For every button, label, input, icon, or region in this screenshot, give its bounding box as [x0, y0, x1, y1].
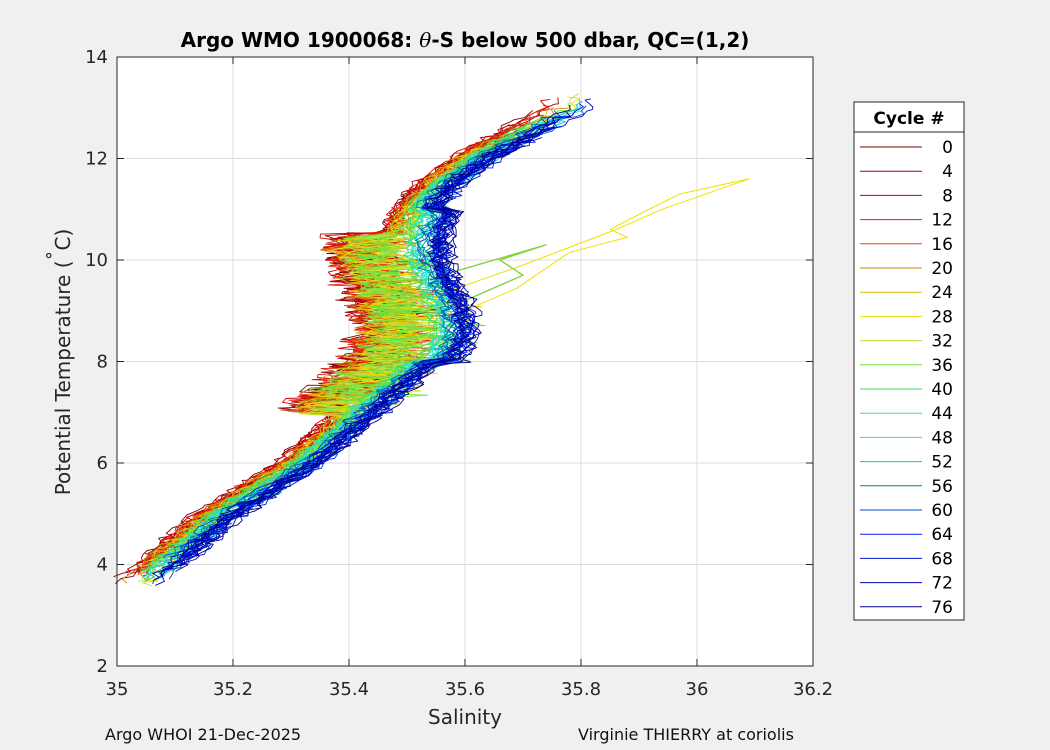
legend-entry: 60 — [860, 501, 953, 521]
legend-label: 44 — [931, 404, 953, 424]
degree-symbol: ˚ — [45, 250, 69, 260]
legend-label: 24 — [931, 283, 953, 303]
x-tick-label: 35.4 — [329, 679, 369, 700]
x-tick-label: 35 — [106, 679, 129, 700]
y-tick-label: 10 — [85, 250, 108, 271]
legend-label: 16 — [931, 235, 953, 255]
legend: Cycle # 04812162024283236404448525660646… — [853, 101, 965, 621]
legend-entry: 24 — [860, 283, 953, 303]
legend-label: 28 — [931, 307, 953, 327]
legend-label: 76 — [931, 598, 953, 618]
y-tick-label: 12 — [85, 149, 108, 170]
chart-title: Argo WMO 1900068: θ-S below 500 dbar, QC… — [181, 28, 750, 52]
profile-line — [163, 110, 562, 559]
x-tick-label: 35.2 — [213, 679, 253, 700]
profile-line — [195, 145, 526, 556]
intrusion-line — [435, 178, 750, 317]
legend-label: 48 — [931, 428, 953, 448]
legend-entry: 20 — [860, 259, 953, 279]
legend-label: 72 — [931, 574, 953, 594]
theta-symbol: θ — [419, 28, 431, 52]
legend-label: 60 — [931, 501, 953, 521]
profile-line — [163, 127, 543, 570]
legend-entry: 72 — [860, 574, 953, 594]
profile-line — [152, 104, 571, 581]
footer-left-text: Argo WHOI 21-Dec-2025 — [105, 725, 302, 744]
legend-label: 68 — [931, 549, 953, 569]
footer-right-text: Virginie THIERRY at coriolis — [578, 725, 794, 744]
legend-entry: 44 — [860, 404, 953, 424]
legend-label: 36 — [931, 356, 953, 376]
legend-label: 12 — [931, 211, 953, 231]
x-tick-label: 35.6 — [445, 679, 485, 700]
y-tick-label: 8 — [97, 352, 108, 373]
legend-entry: 48 — [860, 428, 953, 448]
legend-box — [853, 101, 965, 621]
legend-entry: 32 — [860, 332, 953, 352]
profile-line — [145, 132, 525, 582]
legend-label: 20 — [931, 259, 953, 279]
y-axis-label: Potential Temperature (˚C) — [45, 229, 75, 496]
legend-label: 32 — [931, 332, 953, 352]
legend-label: 0 — [942, 138, 953, 158]
legend-label: 40 — [931, 380, 953, 400]
legend-label: 8 — [942, 186, 953, 206]
legend-entry: 36 — [860, 356, 953, 376]
legend-entry: 64 — [860, 525, 953, 545]
legend-label: 64 — [931, 525, 953, 545]
legend-title: Cycle # — [873, 109, 944, 129]
legend-entry: 12 — [860, 211, 953, 231]
x-tick-labels: 35 35.2 35.4 35.6 35.8 36 36.2 — [106, 679, 833, 700]
ylabel-unit: C) — [51, 229, 75, 251]
legend-entry: 40 — [860, 380, 953, 400]
legend-entry: 8 — [860, 186, 953, 206]
legend-entry: 76 — [860, 598, 953, 618]
y-tick-label: 2 — [97, 656, 108, 677]
x-tick-label: 36.2 — [793, 679, 833, 700]
profile-line — [141, 126, 525, 573]
legend-entry: 68 — [860, 549, 953, 569]
x-axis-label: Salinity — [428, 705, 502, 729]
y-tick-labels: 2 4 6 8 10 12 14 — [85, 47, 108, 677]
y-tick-label: 4 — [97, 555, 108, 576]
legend-entry: 4 — [860, 162, 953, 182]
profile-line — [153, 146, 479, 560]
profile-line — [175, 137, 543, 572]
legend-label: 56 — [931, 477, 953, 497]
profile-line — [173, 119, 546, 562]
profile-line — [141, 135, 513, 579]
legend-entry: 16 — [860, 235, 953, 255]
legend-entry: 56 — [860, 477, 953, 497]
legend-entry: 0 — [860, 138, 953, 158]
legend-label: 4 — [942, 162, 953, 182]
legend-entry: 52 — [860, 453, 953, 473]
tick-marks — [116, 56, 814, 667]
series-76 — [152, 104, 571, 581]
y-tick-label: 6 — [97, 453, 108, 474]
series-lines — [113, 93, 750, 587]
y-tick-label: 14 — [85, 47, 108, 68]
legend-entry: 28 — [860, 307, 953, 327]
legend-label: 52 — [931, 453, 953, 473]
x-tick-label: 36 — [686, 679, 709, 700]
x-tick-label: 35.8 — [561, 679, 601, 700]
